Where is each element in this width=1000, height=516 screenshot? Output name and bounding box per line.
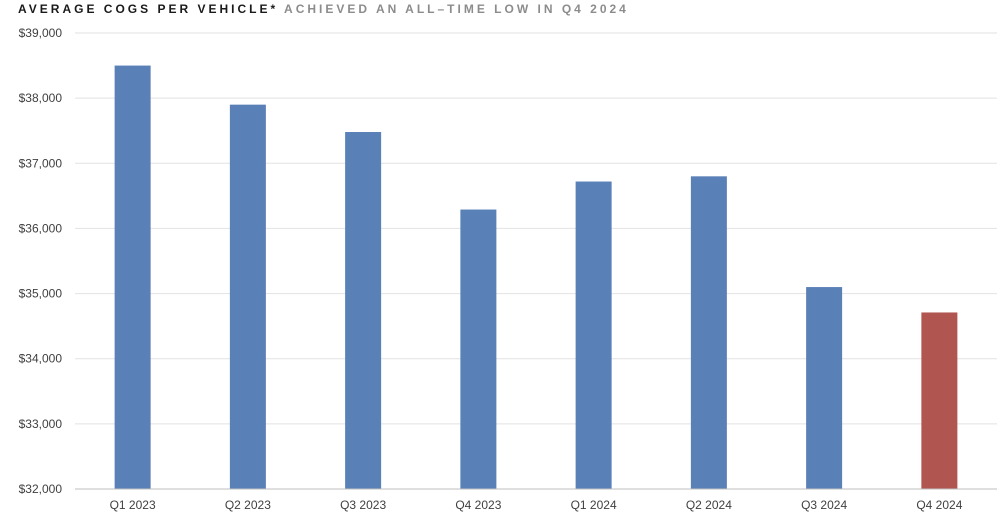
y-tick-label: $35,000	[19, 287, 63, 301]
x-tick-label: Q4 2024	[916, 498, 962, 512]
bar-q1-2023	[114, 65, 151, 490]
y-tick-label: $37,000	[19, 156, 63, 170]
x-tick-label: Q2 2024	[686, 498, 732, 512]
chart-title-main: AVERAGE COGS PER VEHICLE*	[18, 2, 279, 16]
bar-q3-2023	[345, 132, 382, 489]
y-tick-label: $34,000	[19, 352, 63, 366]
y-tick-label: $39,000	[19, 26, 63, 40]
y-tick-label: $38,000	[19, 91, 63, 105]
bar-q4-2023	[460, 209, 497, 489]
x-axis: Q1 2023 Q2 2023 Q3 2023 Q4 2023 Q1 2024 Q2 20…	[75, 488, 997, 512]
x-tick-label: Q1 2024	[571, 498, 617, 512]
gridlines	[75, 32, 997, 425]
y-tick-label: $36,000	[19, 221, 63, 235]
chart-title: AVERAGE COGS PER VEHICLE* ACHIEVED AN AL…	[18, 2, 629, 16]
bar-q2-2024	[690, 176, 727, 490]
bars	[114, 65, 958, 490]
bar-q2-2023	[229, 104, 266, 490]
y-tick-label: $33,000	[19, 417, 63, 431]
y-axis: $32,000 $33,000 $34,000 $35,000 $36,000 $37,0…	[19, 26, 63, 496]
y-tick-label: $32,000	[19, 482, 63, 496]
bar-q1-2024	[575, 181, 612, 490]
x-tick-label: Q3 2023	[340, 498, 386, 512]
x-tick-label: Q2 2023	[225, 498, 271, 512]
x-tick-label: Q1 2023	[110, 498, 156, 512]
x-tick-label: Q3 2024	[801, 498, 847, 512]
bar-q3-2024	[806, 287, 843, 489]
bar-q4-2024	[921, 312, 958, 489]
chart-title-sub: ACHIEVED AN ALL–TIME LOW IN Q4 2024	[284, 2, 629, 16]
x-tick-label: Q4 2023	[455, 498, 501, 512]
